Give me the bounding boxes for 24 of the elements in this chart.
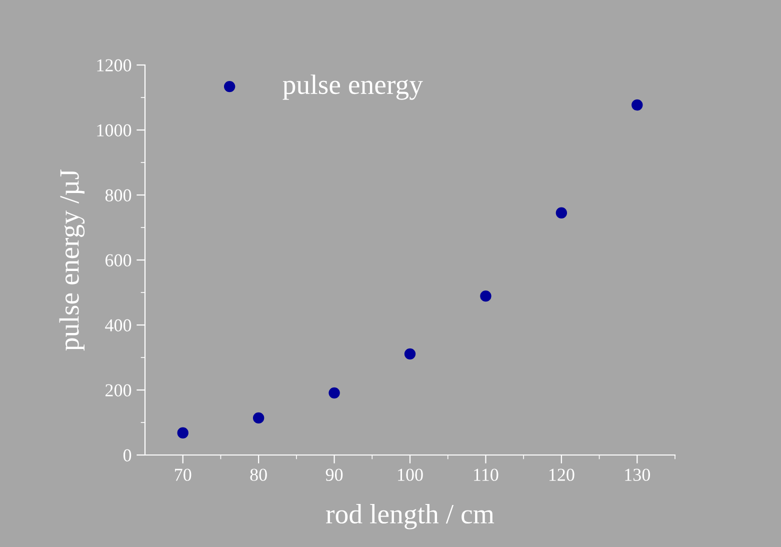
x-tick-label: 130 [625,468,650,481]
y-tick-label: 1000 [97,124,132,136]
point [328,387,340,399]
x-tick-label: 80 [250,468,267,481]
point [177,427,188,439]
point [632,99,643,111]
x-tick-label: 120 [549,468,574,481]
legend-label: pulse energy [282,74,423,100]
y-tick-label: 800 [105,189,132,202]
x-axis-title: rod length / cm [326,504,494,530]
y-tick-label: 200 [106,384,132,396]
x-tick-label: 110 [474,468,498,481]
y-tick-label: 400 [105,319,132,332]
y-tick-label: 0 [123,449,132,462]
point [252,412,264,424]
point [404,348,416,360]
x-tick-label: 70 [175,468,192,481]
point [480,290,492,302]
y-tick-label: 600 [106,254,132,266]
x-tick-label: 90 [326,468,343,481]
y-axis-title: pulse energy /µJ [59,170,85,351]
y-tick-label: 1200 [97,59,132,72]
x-tick-label: 100 [398,468,423,481]
point [556,207,568,218]
